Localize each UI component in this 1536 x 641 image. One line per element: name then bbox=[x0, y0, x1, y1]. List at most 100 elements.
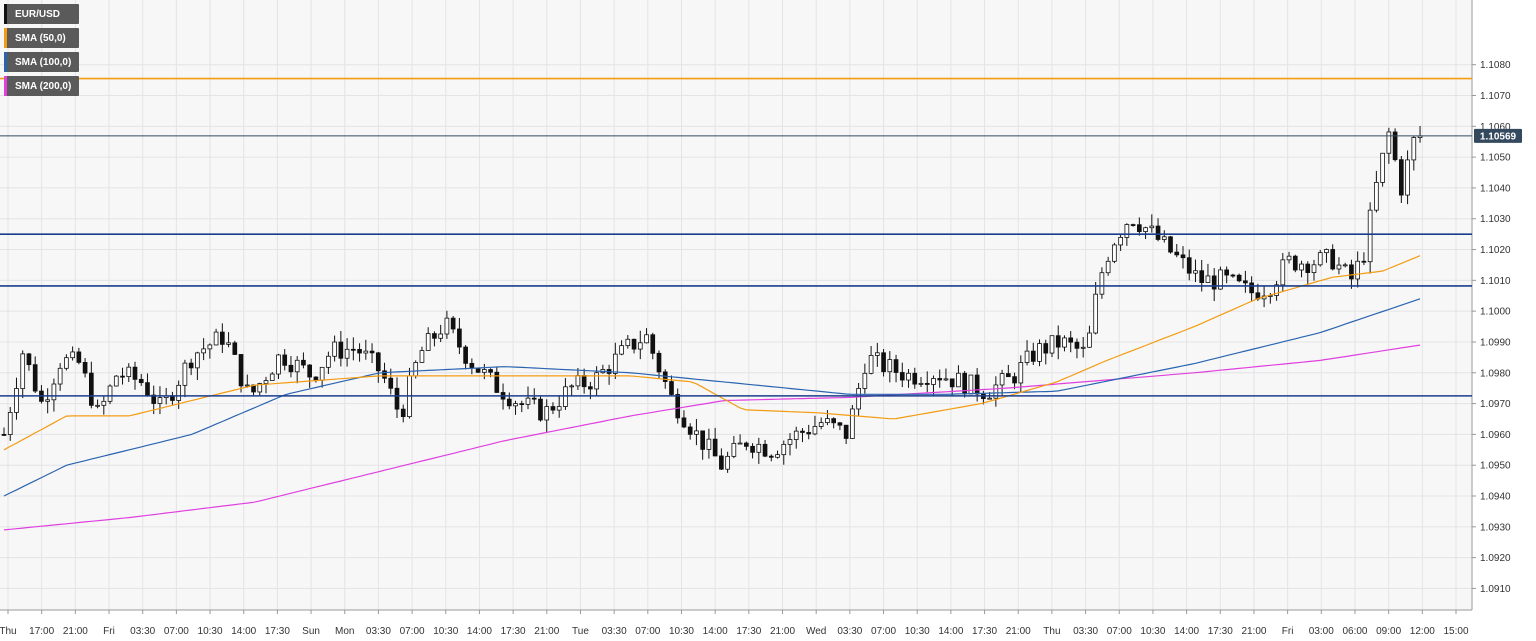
x-tick-label: 21:00 bbox=[534, 626, 559, 637]
candle-bear bbox=[550, 406, 556, 411]
candle-bull bbox=[1299, 263, 1304, 271]
candle-bear bbox=[382, 370, 387, 379]
candle-bear bbox=[350, 348, 356, 351]
candle-bull bbox=[14, 388, 19, 413]
y-tick-label: 1.1050 bbox=[1480, 153, 1511, 164]
candle-bull bbox=[1149, 225, 1155, 229]
legend-sma50[interactable]: SMA (50,0) bbox=[4, 28, 80, 48]
candle-bull bbox=[793, 430, 799, 440]
candle-bull bbox=[1080, 346, 1086, 349]
candle-bear bbox=[1243, 280, 1248, 284]
candle-bull bbox=[1105, 260, 1111, 274]
candle-bear bbox=[1349, 264, 1354, 280]
candle-bull bbox=[644, 334, 649, 344]
candle-bull bbox=[956, 372, 961, 388]
current-price-tag bbox=[1474, 128, 1522, 143]
candle-bull bbox=[276, 354, 281, 375]
candle-bear bbox=[338, 341, 344, 359]
candle-bear bbox=[656, 352, 662, 373]
candle-bull bbox=[101, 400, 107, 406]
candle-bull bbox=[1024, 350, 1030, 363]
x-tick-label: Mon bbox=[335, 626, 354, 637]
candle-bear bbox=[719, 455, 724, 470]
candle-bull bbox=[1405, 159, 1410, 196]
x-tick-label: 03:30 bbox=[366, 626, 391, 637]
candle-bear bbox=[937, 378, 943, 381]
x-tick-label: Fri bbox=[1282, 626, 1294, 637]
x-tick-label: 07:00 bbox=[400, 626, 425, 637]
candle-bear bbox=[232, 342, 238, 355]
candle-bear bbox=[138, 378, 144, 384]
candle-bull bbox=[1274, 284, 1279, 296]
candle-bear bbox=[388, 377, 394, 389]
y-tick-label: 1.0910 bbox=[1480, 584, 1511, 595]
candle-bear bbox=[1, 433, 7, 436]
x-tick-label: 17:30 bbox=[265, 626, 290, 637]
candle-bear bbox=[1168, 236, 1173, 253]
candle-bear bbox=[1055, 335, 1061, 348]
plot-background bbox=[0, 0, 1472, 610]
candle-bull bbox=[107, 385, 113, 402]
candle-bull bbox=[1374, 182, 1379, 211]
candle-bull bbox=[182, 362, 188, 386]
x-tick-label: 10:30 bbox=[669, 626, 694, 637]
candle-bear bbox=[469, 362, 475, 369]
candle-bull bbox=[725, 455, 730, 470]
candle-bear bbox=[1180, 254, 1186, 259]
candle-bull bbox=[1218, 269, 1223, 290]
candle-bull bbox=[1411, 137, 1417, 161]
candle-bear bbox=[76, 351, 82, 363]
candle-bull bbox=[825, 418, 830, 424]
candle-bear bbox=[743, 442, 749, 447]
candle-bear bbox=[650, 334, 656, 354]
candle-bull bbox=[931, 378, 936, 385]
y-tick-label: 1.1010 bbox=[1480, 276, 1511, 287]
x-tick-label: 03:30 bbox=[1073, 626, 1098, 637]
candle-bear bbox=[1005, 373, 1011, 378]
legend-swatch-sma50 bbox=[4, 28, 7, 48]
candle-bull bbox=[363, 350, 369, 354]
candle-bull bbox=[244, 384, 250, 387]
candle-bull bbox=[1099, 272, 1105, 295]
candle-bear bbox=[1249, 282, 1254, 294]
candle-bull bbox=[1342, 264, 1348, 267]
candle-bull bbox=[525, 397, 531, 405]
candle-bull bbox=[1311, 264, 1317, 273]
candle-bear bbox=[768, 455, 774, 458]
candle-bull bbox=[57, 367, 63, 385]
x-tick-label: 21:00 bbox=[1241, 626, 1266, 637]
candle-bull bbox=[943, 378, 949, 381]
candle-bull bbox=[968, 374, 974, 395]
candle-bull bbox=[1367, 209, 1373, 263]
candle-bull bbox=[637, 342, 643, 350]
candle-bull bbox=[818, 422, 824, 427]
legend-sma200[interactable]: SMA (200,0) bbox=[4, 76, 80, 96]
candle-bear bbox=[282, 354, 288, 366]
candle-bear bbox=[881, 352, 886, 373]
x-tick-label: 03:30 bbox=[837, 626, 862, 637]
candle-bear bbox=[463, 346, 468, 364]
candle-bear bbox=[675, 394, 681, 419]
candle-bull bbox=[868, 355, 874, 374]
candle-bear bbox=[219, 331, 225, 345]
candle-bear bbox=[1068, 337, 1074, 343]
candle-bull bbox=[856, 388, 861, 410]
x-tick-label: 14:00 bbox=[1174, 626, 1199, 637]
legend-eurusd[interactable]: EUR/USD bbox=[4, 4, 80, 24]
legend-sma100[interactable]: SMA (100,0) bbox=[4, 52, 80, 72]
candle-bull bbox=[157, 397, 163, 404]
y-tick-label: 1.0940 bbox=[1480, 492, 1511, 503]
y-tick-label: 1.1040 bbox=[1480, 183, 1511, 194]
x-tick-label: 07:00 bbox=[1107, 626, 1132, 637]
candle-bear bbox=[188, 362, 194, 369]
candle-bull bbox=[7, 412, 13, 436]
y-tick-label: 1.1070 bbox=[1480, 91, 1511, 102]
x-tick-label: 21:00 bbox=[770, 626, 795, 637]
candle-bear bbox=[394, 387, 400, 410]
candle-bull bbox=[45, 399, 51, 402]
candle-bull bbox=[425, 333, 431, 351]
candle-bear bbox=[1174, 251, 1180, 256]
current-price-label: 1.10569 bbox=[1480, 131, 1517, 142]
